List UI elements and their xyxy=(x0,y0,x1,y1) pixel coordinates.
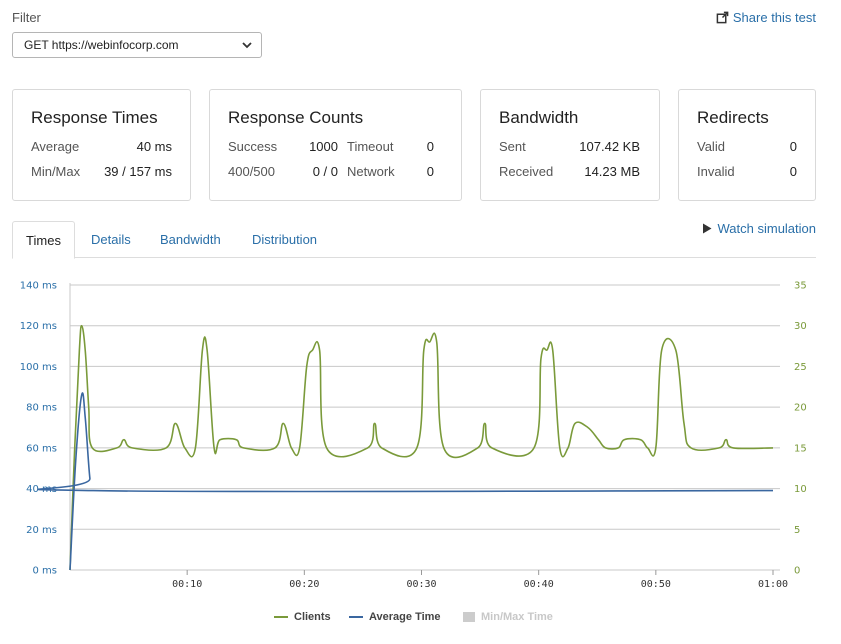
chart-tabs: Times Details Bandwidth Distribution xyxy=(12,221,816,259)
success-value: 1000 xyxy=(309,139,338,154)
legend-minmax-time[interactable]: Min/Max Time xyxy=(463,611,553,623)
left-tick-label: 60 ms xyxy=(26,443,57,454)
received-label: Received xyxy=(499,164,554,179)
legend-minmax-label: Min/Max Time xyxy=(481,611,553,623)
network-label: Network xyxy=(347,164,395,179)
card-title: Bandwidth xyxy=(499,108,579,127)
share-label: Share this test xyxy=(732,10,816,25)
legend-clients[interactable]: Clients xyxy=(274,611,331,623)
errors-label: 400/500 xyxy=(228,164,275,179)
minmax-value: 39 / 157 ms xyxy=(104,164,172,179)
x-tick-label: 00:20 xyxy=(289,579,319,590)
response-times-card: Response Times Average 40 ms Min/Max 39 … xyxy=(12,89,191,201)
right-axis-ticks: 0 5 10 15 20 25 30 35 xyxy=(794,281,807,577)
redirects-card: Redirects Valid 0 Invalid 0 xyxy=(678,89,816,201)
minmax-label: Min/Max xyxy=(31,164,81,179)
received-value: 14.23 MB xyxy=(584,164,640,179)
invalid-value: 0 xyxy=(789,164,797,179)
errors-value: 0 / 0 xyxy=(312,164,338,179)
response-counts-card: Response Counts Success 1000 Timeout 0 4… xyxy=(209,89,462,201)
x-tick-label: 00:30 xyxy=(406,579,436,590)
average-time-swatch xyxy=(349,616,363,618)
left-tick-label: 120 ms xyxy=(20,321,57,332)
watch-simulation-link[interactable]: Watch simulation xyxy=(702,221,817,236)
chart-series xyxy=(37,324,774,571)
right-tick-label: 20 xyxy=(794,403,807,414)
right-tick-label: 5 xyxy=(794,525,800,536)
right-tick-label: 30 xyxy=(794,321,807,332)
clients-line xyxy=(69,324,774,571)
legend-clients-label: Clients xyxy=(294,611,331,623)
sent-value: 107.42 KB xyxy=(579,139,640,154)
success-label: Success xyxy=(228,139,278,154)
watch-label: Watch simulation xyxy=(717,221,817,236)
filter-selected-value: GET https://webinfocorp.com xyxy=(24,38,179,52)
left-tick-label: 0 ms xyxy=(33,566,58,577)
right-tick-label: 25 xyxy=(794,362,807,373)
clients-swatch xyxy=(274,616,288,618)
network-value: 0 xyxy=(426,164,434,179)
right-tick-label: 0 xyxy=(794,566,800,577)
x-tick-label: 00:50 xyxy=(641,579,671,590)
chevron-down-icon xyxy=(242,42,252,49)
average-label: Average xyxy=(31,139,80,154)
bandwidth-card: Bandwidth Sent 107.42 KB Received 14.23 … xyxy=(480,89,660,201)
card-title: Response Times xyxy=(31,108,158,127)
timeout-value: 0 xyxy=(426,139,434,154)
average-value: 40 ms xyxy=(136,139,172,154)
x-tick-label: 00:40 xyxy=(524,579,554,590)
filter-label: Filter xyxy=(12,10,41,25)
x-tick-label: 00:10 xyxy=(172,579,202,590)
left-tick-label: 100 ms xyxy=(20,362,57,373)
card-title: Redirects xyxy=(697,108,769,127)
request-filter-select[interactable]: GET https://webinfocorp.com xyxy=(12,32,262,58)
tab-distribution[interactable]: Distribution xyxy=(252,232,318,247)
chart-grid xyxy=(69,283,780,571)
card-title: Response Counts xyxy=(228,108,364,127)
right-tick-label: 10 xyxy=(794,484,807,495)
share-test-link[interactable]: Share this test xyxy=(716,10,816,25)
sent-label: Sent xyxy=(499,139,526,154)
left-tick-label: 20 ms xyxy=(26,525,57,536)
valid-value: 0 xyxy=(789,139,797,154)
right-tick-label: 15 xyxy=(794,443,807,454)
play-icon xyxy=(702,223,711,234)
share-icon xyxy=(716,11,729,24)
left-tick-label: 140 ms xyxy=(20,281,57,292)
tab-details[interactable]: Details xyxy=(91,232,131,247)
valid-label: Valid xyxy=(697,139,725,154)
legend-average-time-label: Average Time xyxy=(369,611,441,623)
minmax-swatch xyxy=(463,612,475,622)
x-tick-label: 01:00 xyxy=(758,579,788,590)
x-axis-ticks: 00:10 00:20 00:30 00:40 00:50 01:00 xyxy=(172,570,788,590)
timeout-label: Timeout xyxy=(347,139,394,154)
chart-legend: Clients Average Time Min/Max Time xyxy=(0,611,841,625)
tab-bandwidth[interactable]: Bandwidth xyxy=(160,232,221,247)
invalid-label: Invalid xyxy=(697,164,735,179)
right-tick-label: 35 xyxy=(794,281,807,292)
tab-times[interactable]: Times xyxy=(12,221,75,259)
left-tick-label: 80 ms xyxy=(26,403,57,414)
average-time-line xyxy=(37,392,774,571)
legend-average-time[interactable]: Average Time xyxy=(349,611,441,623)
